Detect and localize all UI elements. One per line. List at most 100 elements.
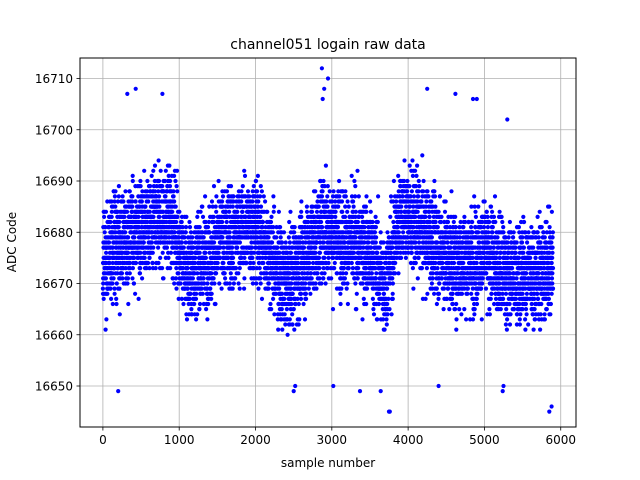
data-point xyxy=(292,225,297,230)
data-point xyxy=(350,266,355,271)
data-point xyxy=(299,209,304,214)
data-point xyxy=(469,240,474,245)
data-point xyxy=(388,194,394,199)
data-point xyxy=(131,281,136,286)
data-point xyxy=(107,225,112,230)
data-point xyxy=(140,276,145,281)
data-point xyxy=(110,271,115,276)
data-point xyxy=(270,230,275,235)
data-point xyxy=(353,209,358,214)
data-point xyxy=(381,240,386,245)
data-point xyxy=(185,266,190,271)
data-point xyxy=(174,286,179,291)
data-point xyxy=(364,286,370,291)
data-point xyxy=(464,317,469,322)
data-point xyxy=(189,307,194,312)
data-point xyxy=(122,214,127,219)
data-point xyxy=(378,230,383,235)
data-point xyxy=(299,199,304,204)
data-point xyxy=(296,322,301,327)
data-point xyxy=(320,225,325,230)
data-point xyxy=(341,266,346,271)
data-point xyxy=(317,250,323,255)
data-point xyxy=(323,281,328,286)
data-point xyxy=(144,266,149,271)
data-point xyxy=(146,199,151,204)
data-point xyxy=(415,209,420,214)
data-point xyxy=(301,245,307,250)
data-point xyxy=(233,266,239,271)
data-point xyxy=(304,204,309,209)
data-point xyxy=(470,230,475,235)
data-point xyxy=(200,214,206,219)
data-point xyxy=(153,189,158,194)
data-point xyxy=(479,317,484,322)
data-point xyxy=(266,286,271,291)
data-point xyxy=(453,214,458,219)
data-point xyxy=(459,312,464,317)
data-point xyxy=(126,250,131,255)
data-point xyxy=(271,194,276,199)
data-point xyxy=(472,204,477,209)
data-point xyxy=(349,173,354,178)
data-point xyxy=(423,296,428,301)
data-point xyxy=(470,317,476,322)
data-point xyxy=(403,255,408,260)
data-point xyxy=(235,209,240,214)
data-point xyxy=(109,214,114,219)
data-point xyxy=(393,260,398,266)
data-point xyxy=(201,276,206,281)
data-point xyxy=(286,235,291,240)
data-point xyxy=(437,281,442,286)
data-point xyxy=(307,260,312,266)
data-point xyxy=(126,235,131,240)
data-point xyxy=(421,178,426,184)
data-point xyxy=(435,266,440,271)
data-point xyxy=(140,189,145,194)
data-point xyxy=(182,235,187,240)
data-point xyxy=(446,286,451,291)
data-point xyxy=(333,209,338,214)
data-point xyxy=(107,260,112,266)
data-point xyxy=(474,296,479,301)
data-point xyxy=(209,296,214,301)
data-point xyxy=(343,204,348,209)
data-point xyxy=(319,194,325,199)
data-point xyxy=(400,194,405,199)
data-point xyxy=(110,260,115,266)
data-point xyxy=(185,286,190,291)
data-point xyxy=(178,255,183,260)
data-point xyxy=(112,286,117,291)
data-point xyxy=(130,194,135,199)
data-point xyxy=(313,250,318,255)
data-point xyxy=(119,271,125,276)
data-point xyxy=(405,178,410,184)
data-point xyxy=(230,204,235,209)
data-point xyxy=(283,322,288,327)
data-point xyxy=(269,307,274,312)
data-point xyxy=(345,199,350,204)
data-point xyxy=(157,204,162,209)
data-point xyxy=(296,301,301,307)
data-point xyxy=(390,281,395,286)
data-point xyxy=(322,271,327,276)
data-point xyxy=(355,219,360,225)
data-point xyxy=(475,291,480,296)
data-point xyxy=(271,296,276,301)
data-point xyxy=(115,266,121,271)
data-point xyxy=(472,307,477,312)
data-point xyxy=(178,281,183,286)
data-point xyxy=(110,301,115,307)
data-point xyxy=(166,250,171,255)
data-point xyxy=(167,235,172,240)
data-point xyxy=(172,199,177,204)
data-point xyxy=(147,255,152,260)
data-point xyxy=(162,178,167,184)
data-point xyxy=(258,276,263,281)
data-point xyxy=(314,209,320,214)
data-point xyxy=(391,178,396,184)
data-point xyxy=(175,168,180,173)
data-point xyxy=(228,184,234,189)
data-point xyxy=(133,260,139,266)
data-point xyxy=(154,184,159,189)
